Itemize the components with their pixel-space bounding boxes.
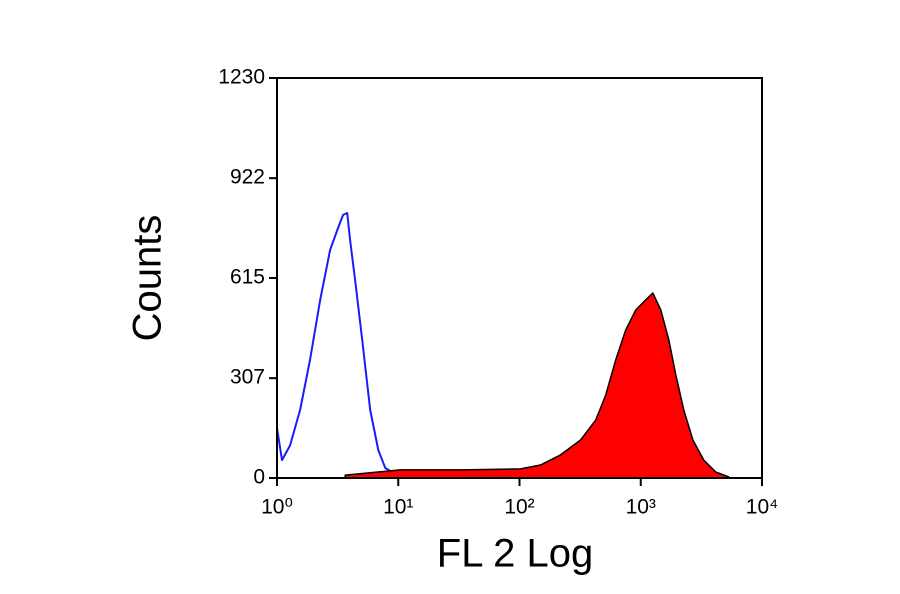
x-tick-label: 10⁴ [746,496,778,519]
x-tick-label: 10³ [626,496,656,519]
y-tick-label: 307 [230,366,265,389]
y-tick-label: 615 [230,266,265,289]
plot-frame [276,77,763,479]
y-tick-label: 922 [230,166,265,189]
y-axis-label: Counts [126,215,170,342]
x-tick-label: 10² [504,496,534,519]
y-tick-label: 1230 [218,66,265,89]
histogram-area [344,292,730,479]
x-tick-label: 10¹ [383,496,413,519]
y-tick-label: 0 [253,466,265,489]
histogram-line [276,212,421,477]
x-tick-label: 10⁰ [261,496,293,519]
x-axis-label: FL 2 Log [437,532,593,576]
